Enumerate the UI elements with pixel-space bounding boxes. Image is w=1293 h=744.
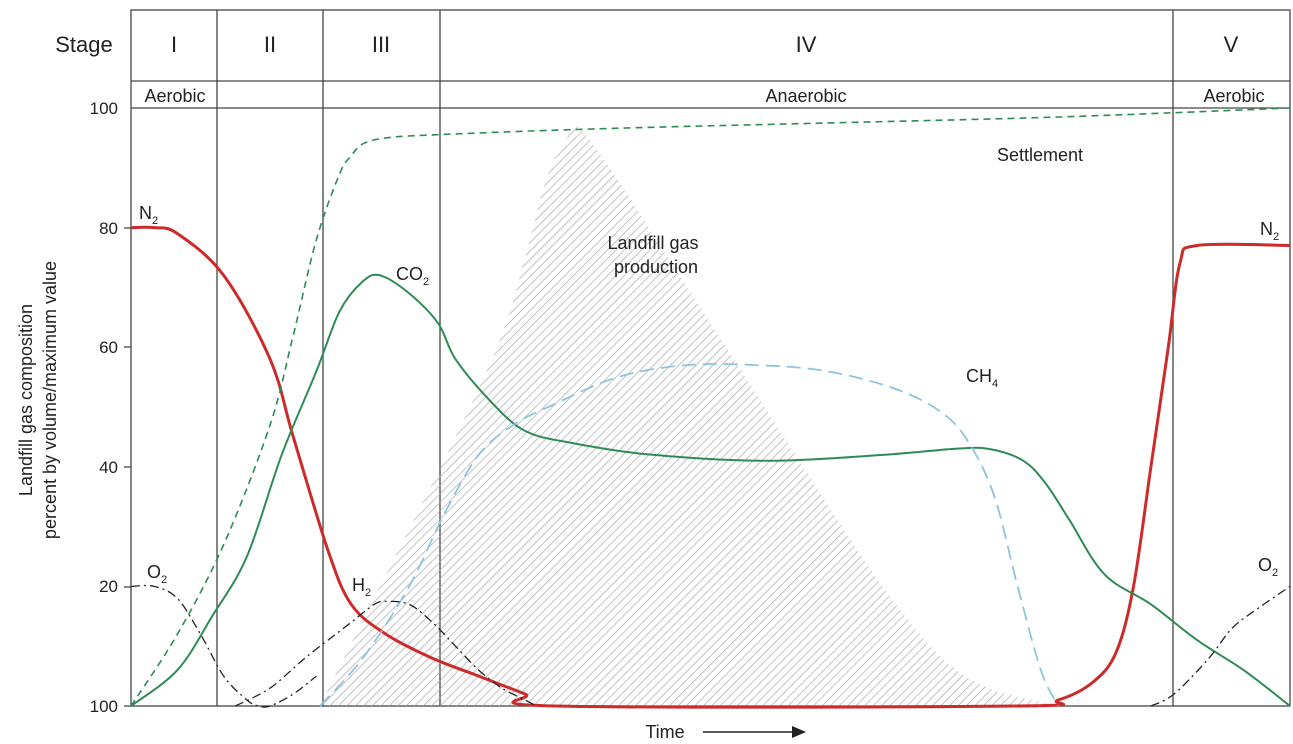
series-line-o2-end — [1150, 585, 1291, 707]
series-label-o2-right: O2 — [1258, 555, 1278, 579]
y-tick-label-100: 100 — [90, 99, 118, 118]
y-tick-label-20: 20 — [99, 577, 118, 596]
series-line-o2-start — [130, 584, 317, 708]
series-line-n2 — [130, 225, 1291, 709]
series-label-co2: CO2 — [396, 264, 429, 288]
annotation-production: production — [614, 257, 698, 277]
stage-label-4: IV — [796, 32, 817, 57]
series-label-n2-left: N2 — [139, 203, 158, 227]
x-axis-label: Time — [645, 722, 684, 742]
y-tick-label-0: 100 — [90, 697, 118, 716]
series-label-n2-right: N2 — [1260, 219, 1279, 243]
y-axis-label-line1: Landfill gas composition — [16, 304, 36, 496]
time-arrow-head — [792, 726, 806, 738]
series-label-ch4: CH4 — [966, 366, 998, 390]
stage-label-1: I — [171, 32, 177, 57]
stage-label-2: II — [264, 32, 276, 57]
stage-header-label: Stage — [55, 32, 113, 57]
y-axis-label-line2: percent by volume/maximum value — [40, 261, 60, 539]
y-tick-label-60: 60 — [99, 338, 118, 357]
y-tick-label-80: 80 — [99, 219, 118, 238]
series-layer — [130, 107, 1291, 709]
y-axis-label-group: Landfill gas composition percent by volu… — [16, 261, 60, 539]
stage-label-5: V — [1224, 32, 1239, 57]
areas-layer — [319, 126, 1059, 707]
series-line-settlement — [130, 107, 1291, 707]
series-label-h2: H2 — [352, 575, 371, 599]
annotation-landfill-gas: Landfill gas — [607, 233, 698, 253]
series-label-o2-left: O2 — [147, 562, 167, 586]
condition-label-aerobic-end: Aerobic — [1203, 86, 1264, 106]
y-axis: 100 20 40 60 80 100 — [90, 99, 131, 716]
series-line-ch4 — [319, 363, 1060, 707]
series-line-co2 — [130, 273, 1291, 707]
condition-label-aerobic-start: Aerobic — [144, 86, 205, 106]
condition-label-anaerobic: Anaerobic — [765, 86, 846, 106]
annotation-settlement: Settlement — [997, 145, 1083, 165]
area-gas-production — [319, 126, 1059, 707]
y-tick-label-40: 40 — [99, 458, 118, 477]
series-line-h2 — [235, 600, 537, 707]
stage-label-3: III — [372, 32, 390, 57]
